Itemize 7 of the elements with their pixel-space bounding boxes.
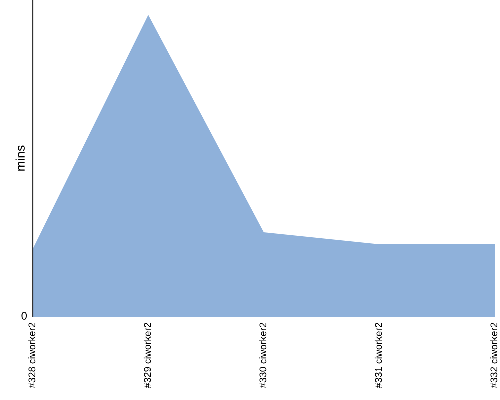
annotation: 0: [22, 312, 28, 320]
x-tick-label: #332 ciworker2: [490, 323, 498, 388]
x-tick-label: #331 ciworker2: [374, 323, 382, 388]
y-axis-title: mins: [16, 146, 25, 171]
x-tick-label: #329 ciworker2: [144, 323, 152, 388]
x-tick-label: #328 ciworker2: [28, 323, 36, 388]
x-tick-label: #330 ciworker2: [259, 323, 267, 388]
